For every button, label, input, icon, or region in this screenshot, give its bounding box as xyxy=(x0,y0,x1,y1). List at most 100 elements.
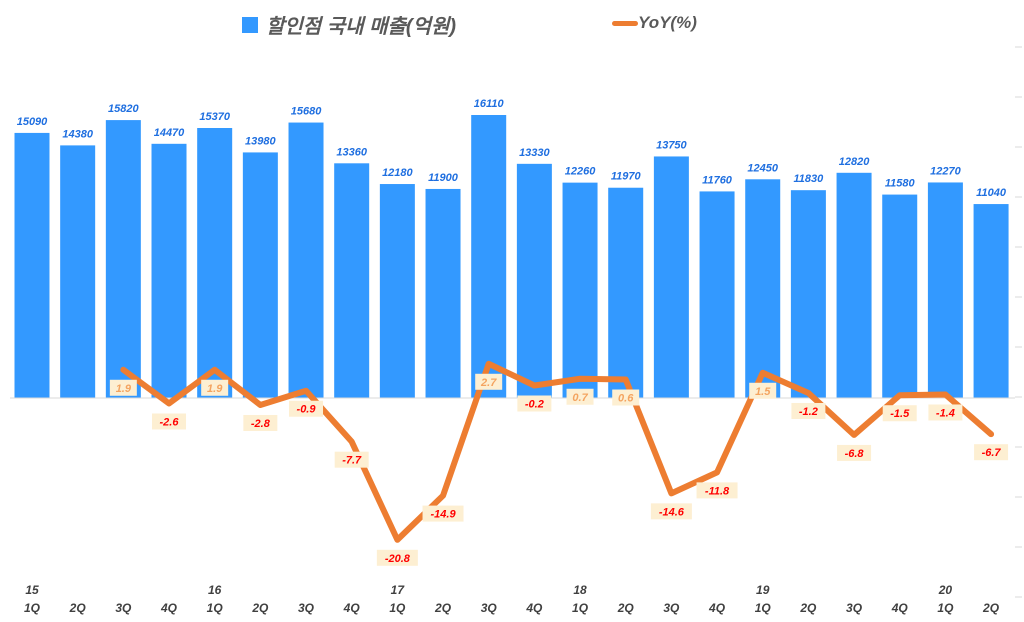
x-tick-label: 2Q xyxy=(617,601,635,615)
bar xyxy=(105,120,141,398)
bar xyxy=(197,127,233,398)
bar-label: 13750 xyxy=(656,139,687,151)
yoy-label-bg xyxy=(422,505,464,522)
yoy-label: -14.9 xyxy=(430,509,456,521)
bar-label: 16110 xyxy=(474,98,505,110)
yoy-label: -0.9 xyxy=(297,404,317,416)
x-year-label: 19 xyxy=(756,583,770,597)
bar-label: 12180 xyxy=(382,167,413,179)
x-tick-label: 3Q xyxy=(663,601,680,615)
bar xyxy=(882,194,918,398)
legend-bar-swatch xyxy=(242,16,258,33)
bar-label: 13360 xyxy=(336,146,367,158)
x-tick-label: 2Q xyxy=(982,601,1000,615)
bar-label: 13980 xyxy=(245,135,276,147)
yoy-label: -14.6 xyxy=(659,506,685,518)
yoy-label: 2.7 xyxy=(480,377,497,389)
bar xyxy=(608,187,644,398)
bar-label: 14380 xyxy=(62,128,93,140)
bar xyxy=(334,163,370,398)
x-tick-label: 3Q xyxy=(298,601,315,615)
yoy-label: -11.8 xyxy=(705,485,730,497)
bar-label: 12450 xyxy=(747,162,778,174)
x-tick-label: 2Q xyxy=(69,601,87,615)
bar xyxy=(836,172,872,398)
yoy-label: 0.7 xyxy=(572,392,588,404)
yoy-label-bg xyxy=(376,549,418,566)
yoy-label-bg xyxy=(612,389,640,406)
x-year-label: 15 xyxy=(25,583,39,597)
bar-label: 11830 xyxy=(793,173,824,185)
yoy-label: -6.7 xyxy=(982,447,1002,459)
yoy-label: -6.8 xyxy=(845,448,865,460)
x-year-label: 20 xyxy=(938,583,953,597)
yoy-label: -1.5 xyxy=(890,408,910,420)
x-tick-label: 4Q xyxy=(343,601,361,615)
bar-label: 14470 xyxy=(154,127,185,139)
yoy-label: 1.9 xyxy=(116,383,132,395)
yoy-label: -2.6 xyxy=(160,416,180,428)
yoy-label-bg xyxy=(791,402,826,419)
yoy-label-bg xyxy=(475,373,503,390)
bar-label: 11040 xyxy=(976,187,1007,199)
yoy-label-bg xyxy=(696,482,738,499)
x-tick-label: 2Q xyxy=(251,601,269,615)
bar xyxy=(745,179,781,398)
legend-bar: 할인점 국내 매출(억원) xyxy=(242,10,456,39)
yoy-label-bg xyxy=(109,379,137,396)
bar-label: 11760 xyxy=(702,174,733,186)
yoy-label-bg xyxy=(566,388,594,405)
x-year-label: 16 xyxy=(208,583,222,597)
x-tick-label: 3Q xyxy=(115,601,132,615)
legend-line-swatch xyxy=(612,20,638,26)
yoy-label-bg xyxy=(749,382,777,399)
bar xyxy=(379,184,415,398)
bar-label: 11900 xyxy=(428,172,459,184)
bar xyxy=(516,163,552,398)
yoy-label: 1.9 xyxy=(207,383,223,395)
yoy-label: -7.7 xyxy=(342,455,362,467)
yoy-label-bg xyxy=(837,444,872,461)
bar xyxy=(790,190,826,398)
bar xyxy=(927,182,963,398)
yoy-label-bg xyxy=(974,444,1009,461)
yoy-label: 0.6 xyxy=(618,393,634,405)
yoy-label: -1.4 xyxy=(936,407,955,419)
bar-label: 11580 xyxy=(885,178,916,190)
x-tick-label: 3Q xyxy=(846,601,863,615)
bar-label: 15370 xyxy=(199,111,230,123)
bar-label: 15680 xyxy=(291,106,322,118)
yoy-label-bg xyxy=(243,414,278,431)
yoy-label-bg xyxy=(882,405,917,422)
legend-bar-label: 할인점 국내 매출(억원) xyxy=(266,16,457,38)
yoy-label-bg xyxy=(289,400,324,417)
bar-label: 13330 xyxy=(519,147,550,159)
bar-label: 15090 xyxy=(17,116,48,128)
yoy-line xyxy=(120,360,995,543)
bar xyxy=(242,152,278,398)
yoy-label: -0.2 xyxy=(525,398,544,410)
bar-label: 12270 xyxy=(930,165,961,177)
x-year-label: 18 xyxy=(573,583,587,597)
legend-line-label: YoY(%) xyxy=(638,13,697,32)
x-tick-label: 2Q xyxy=(799,601,817,615)
bar xyxy=(699,191,735,398)
x-year-label: 17 xyxy=(391,583,406,597)
bar xyxy=(562,182,598,398)
yoy-label: 1.5 xyxy=(755,386,771,398)
bar xyxy=(14,132,50,398)
yoy-label-bg xyxy=(650,503,692,520)
bar xyxy=(60,145,96,398)
yoy-label-bg xyxy=(152,413,187,430)
x-tick-label: 4Q xyxy=(160,601,178,615)
x-tick-label: 4Q xyxy=(891,601,909,615)
bar-label: 11970 xyxy=(611,171,642,183)
x-tick-label: 3Q xyxy=(481,601,498,615)
bar-label: 12260 xyxy=(565,166,596,178)
bar xyxy=(973,204,1009,398)
yoy-label-bg xyxy=(201,379,229,396)
bar-label: 12820 xyxy=(839,156,870,168)
x-tick-label: 1Q xyxy=(572,601,589,615)
legend-line: YoY(%) xyxy=(612,13,697,33)
